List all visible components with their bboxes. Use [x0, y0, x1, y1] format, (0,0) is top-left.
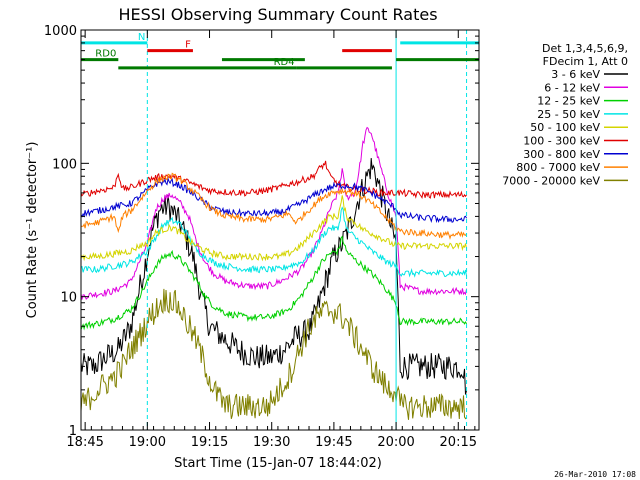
y-tick-label: 1000: [44, 24, 77, 39]
legend-entry-label: 7000 - 20000 keV: [502, 174, 600, 187]
x-tick-label: 19:45: [315, 435, 352, 450]
series-line: [81, 160, 468, 199]
legend-entry-label: 25 - 50 keV: [537, 108, 600, 121]
y-tick-label: 1: [69, 424, 77, 439]
x-tick-label: 19:15: [191, 435, 228, 450]
x-tick-label: 19:00: [129, 435, 166, 450]
x-tick-label: 20:00: [377, 435, 414, 450]
series-line: [81, 177, 468, 224]
x-tick-label: 19:30: [253, 435, 290, 450]
series-line: [81, 172, 468, 240]
x-tick-label: 18:45: [66, 435, 103, 450]
state-bars: N F RD0 RD4: [81, 32, 479, 70]
legend-entry-label: 300 - 800 keV: [523, 148, 600, 161]
legend-entry-label: 12 - 25 keV: [537, 95, 600, 108]
y-tick-label: 10: [60, 291, 77, 306]
plot-area: [81, 126, 468, 420]
state-bar-label: RD0: [95, 49, 116, 60]
x-axis-ticks: 18:45 19:00 19:15 19:30 19:45 20:00 20:15: [66, 30, 477, 450]
legend-entry-label: 6 - 12 keV: [544, 81, 600, 94]
series-line: [81, 195, 468, 262]
series-line: [81, 288, 467, 420]
series-line: [81, 158, 468, 395]
legend: Det 1,3,4,5,6,9, FDecim 1, Att 0 3 - 6 k…: [502, 42, 628, 187]
y-axis-label: Count Rate (s⁻¹ detector⁻¹): [25, 142, 40, 319]
legend-entry-label: 50 - 100 keV: [530, 121, 600, 134]
legend-entry-label: 3 - 6 keV: [551, 68, 600, 81]
plot-frame: [80, 29, 480, 431]
series-line: [81, 206, 468, 278]
state-bar-label: F: [185, 40, 191, 51]
state-bar-label: RD4: [274, 57, 295, 68]
chart-title: HESSI Observing Summary Count Rates: [118, 5, 437, 24]
x-tick-label: 20:15: [440, 435, 477, 450]
footer-timestamp: 26-Mar-2010 17:08: [554, 470, 636, 479]
legend-header-line-2: FDecim 1, Att 0: [543, 55, 628, 68]
x-axis-label: Start Time (15-Jan-07 18:44:02): [174, 456, 382, 471]
series-line: [81, 235, 468, 331]
legend-entry-label: 100 - 300 keV: [523, 135, 600, 148]
legend-entry-label: 800 - 7000 keV: [516, 161, 600, 174]
y-tick-label: 100: [52, 157, 77, 172]
state-bar-label: N: [138, 32, 145, 43]
legend-header-line-1: Det 1,3,4,5,6,9,: [542, 42, 628, 55]
axes: [80, 29, 480, 431]
series-line: [81, 126, 468, 300]
y-axis-ticks: 1 10 100 1000: [44, 24, 479, 439]
